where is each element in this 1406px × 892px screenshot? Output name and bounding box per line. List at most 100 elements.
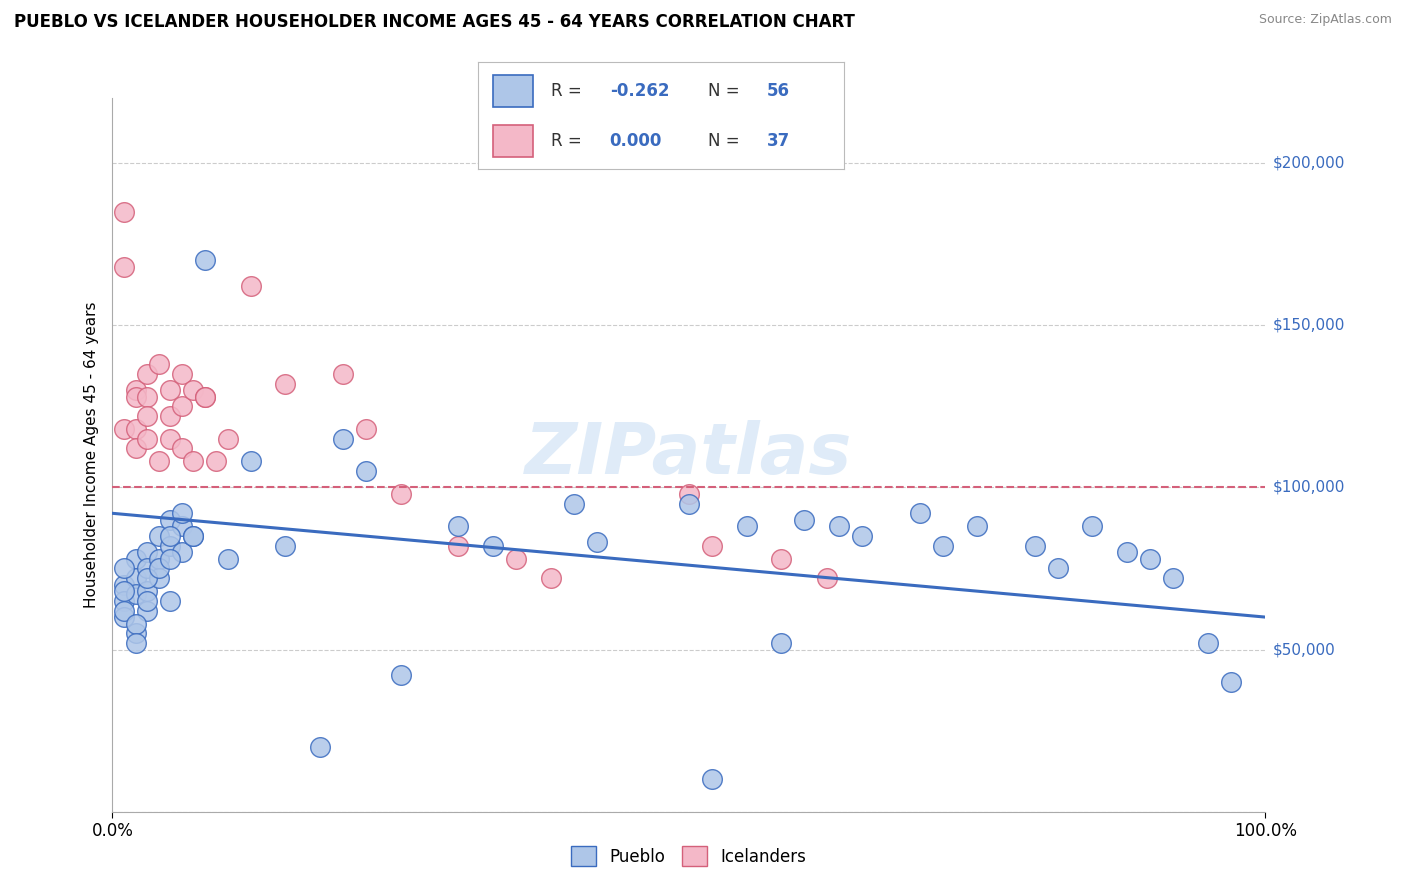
Point (159, 383, 181, 397)
Point (1219, 675, 1241, 690)
Point (354, 464, 377, 478)
Point (1116, 545, 1139, 559)
Point (505, 551, 527, 566)
Point (274, 539, 297, 553)
Point (124, 383, 146, 397)
Point (770, 636, 793, 650)
Point (136, 432, 159, 446)
Point (112, 594, 135, 608)
Text: N =: N = (709, 82, 740, 100)
Point (700, 539, 723, 553)
Point (124, 442, 146, 456)
Point (170, 545, 193, 559)
Point (136, 409, 159, 423)
Point (239, 279, 262, 293)
Point (159, 529, 181, 543)
Point (274, 376, 297, 391)
Point (482, 539, 505, 553)
Point (124, 571, 146, 585)
Point (540, 571, 562, 585)
Point (389, 668, 412, 682)
Point (770, 551, 793, 566)
Point (931, 539, 953, 553)
Point (136, 594, 159, 608)
Point (217, 432, 239, 446)
Y-axis label: Householder Income Ages 45 - 64 years: Householder Income Ages 45 - 64 years (84, 301, 100, 608)
Point (1046, 561, 1069, 575)
Point (159, 432, 181, 446)
Point (159, 539, 181, 553)
Point (194, 390, 217, 404)
Point (159, 594, 181, 608)
Text: R =: R = (551, 82, 582, 100)
Point (170, 506, 193, 520)
Point (112, 260, 135, 274)
Point (966, 519, 988, 533)
Point (1139, 551, 1161, 566)
Point (124, 587, 146, 601)
Point (735, 519, 758, 533)
Point (181, 383, 204, 397)
Point (217, 551, 239, 566)
Point (170, 399, 193, 413)
Text: -0.262: -0.262 (610, 82, 669, 100)
Point (170, 367, 193, 381)
Text: R =: R = (551, 132, 582, 150)
Point (828, 519, 851, 533)
Text: N =: N = (709, 132, 740, 150)
Point (148, 529, 170, 543)
Point (181, 529, 204, 543)
Text: $100,000: $100,000 (1272, 480, 1344, 495)
Point (124, 626, 146, 640)
Point (136, 561, 159, 575)
Point (112, 604, 135, 618)
Point (148, 357, 170, 371)
Point (389, 487, 412, 501)
Text: Source: ZipAtlas.com: Source: ZipAtlas.com (1258, 13, 1392, 27)
Text: $150,000: $150,000 (1272, 318, 1344, 333)
Text: 37: 37 (766, 132, 790, 150)
Point (793, 513, 815, 527)
Point (136, 584, 159, 599)
Point (170, 442, 193, 456)
Point (239, 454, 262, 468)
Point (700, 772, 723, 787)
Point (181, 529, 204, 543)
Point (148, 551, 170, 566)
Legend: Pueblo, Icelanders: Pueblo, Icelanders (562, 838, 815, 875)
Point (194, 253, 217, 268)
Point (678, 487, 700, 501)
Point (205, 454, 228, 468)
Point (112, 422, 135, 436)
Point (159, 409, 181, 423)
Point (124, 551, 146, 566)
Point (332, 432, 354, 446)
Point (148, 454, 170, 468)
Point (112, 561, 135, 575)
FancyBboxPatch shape (492, 125, 533, 157)
Point (585, 535, 607, 549)
Text: $200,000: $200,000 (1272, 155, 1344, 170)
Text: $50,000: $50,000 (1272, 642, 1336, 657)
Point (1081, 519, 1104, 533)
Point (112, 204, 135, 219)
Point (851, 529, 873, 543)
Point (815, 571, 838, 585)
Point (136, 390, 159, 404)
Point (309, 739, 332, 754)
Point (148, 561, 170, 575)
Point (170, 519, 193, 533)
Point (124, 616, 146, 631)
Point (112, 584, 135, 599)
Text: PUEBLO VS ICELANDER HOUSEHOLDER INCOME AGES 45 - 64 YEARS CORRELATION CHART: PUEBLO VS ICELANDER HOUSEHOLDER INCOME A… (14, 13, 855, 31)
Point (908, 506, 931, 520)
Point (562, 497, 585, 511)
Point (136, 604, 159, 618)
Text: ZIPatlas: ZIPatlas (526, 420, 852, 490)
Point (1024, 539, 1046, 553)
Point (354, 422, 377, 436)
Point (447, 539, 470, 553)
Point (1197, 636, 1219, 650)
Point (124, 636, 146, 650)
Point (159, 551, 181, 566)
